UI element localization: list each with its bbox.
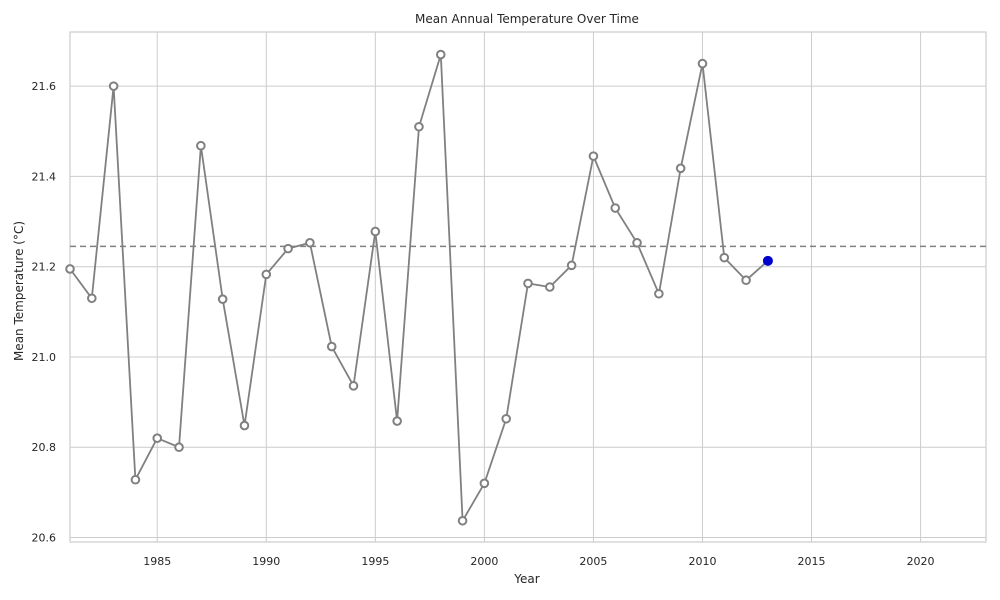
data-point [130, 474, 141, 485]
x-tick-label: 2005 [579, 555, 607, 568]
data-point [675, 163, 686, 174]
data-point [196, 140, 206, 151]
x-tick-label: 1985 [143, 555, 171, 568]
y-tick-label: 20.6 [32, 531, 57, 544]
data-points [65, 49, 773, 526]
data-point [283, 243, 293, 254]
y-tick-label: 21.4 [32, 170, 57, 183]
data-point [566, 260, 577, 271]
x-tick-label: 2020 [907, 555, 935, 568]
data-point [217, 294, 228, 304]
data-point [457, 515, 468, 526]
x-tick-label: 2000 [470, 555, 498, 568]
data-point [610, 203, 621, 213]
x-tick-label: 1995 [361, 555, 389, 568]
x-axis-label: Year [513, 572, 539, 586]
chart-title: Mean Annual Temperature Over Time [415, 12, 639, 26]
y-axis-label: Mean Temperature (°C) [12, 221, 26, 361]
highlighted-point [762, 255, 773, 266]
data-point [261, 269, 272, 280]
data-point [545, 282, 555, 292]
data-point [479, 478, 490, 489]
y-tick-labels: 20.6 20.8 21.0 21.2 21.4 21.6 [32, 80, 57, 544]
y-tick-label: 21.2 [32, 261, 57, 274]
data-point [719, 252, 730, 263]
x-tick-label: 2015 [798, 555, 826, 568]
y-tick-label: 21.0 [32, 351, 57, 364]
data-point [697, 58, 708, 69]
x-tick-label: 2010 [688, 555, 716, 568]
x-tick-label: 1990 [252, 555, 280, 568]
data-point [523, 278, 533, 289]
data-point [392, 416, 402, 426]
data-point [65, 264, 75, 274]
data-point [348, 381, 359, 391]
data-point [305, 237, 315, 248]
data-point [414, 121, 424, 132]
data-point [239, 420, 250, 431]
plot-frame [69, 31, 987, 543]
data-point [152, 433, 163, 443]
y-tick-label: 21.6 [32, 80, 57, 93]
data-point [174, 442, 184, 453]
grid [70, 32, 986, 542]
data-point [654, 288, 664, 299]
data-point [435, 49, 446, 60]
data-point [588, 151, 599, 161]
x-tick-labels: 1985 1990 1995 2000 2005 2010 2015 2020 [143, 555, 934, 568]
data-point [632, 237, 642, 248]
data-point [108, 81, 119, 91]
data-point [87, 293, 97, 304]
data-point [501, 413, 511, 424]
y-tick-label: 20.8 [32, 441, 57, 454]
data-point [326, 341, 337, 352]
data-point [370, 226, 381, 237]
data-point [741, 275, 751, 286]
